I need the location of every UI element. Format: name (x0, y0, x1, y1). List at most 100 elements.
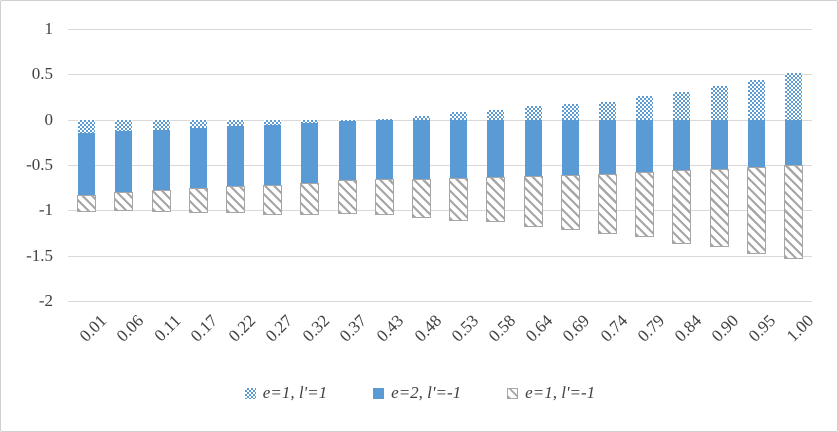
bar-segment-checker (78, 119, 96, 134)
bar-segment-hatch (449, 177, 469, 222)
x-tick-label: 1.00 (782, 311, 817, 346)
legend-label: e=1, l'=1 (262, 383, 328, 402)
x-tick-label: 0.90 (707, 311, 743, 346)
x-tick-label: 0.22 (224, 311, 259, 346)
legend-swatch-hatch-icon (507, 387, 519, 399)
bar-segment-solid (598, 119, 616, 175)
x-tick-label: 0.64 (521, 311, 557, 346)
bar-segment-solid (636, 119, 654, 174)
y-tick-label: 0 (44, 109, 54, 129)
bar-segment-hatch (300, 183, 320, 215)
x-tick-label: 0.58 (484, 311, 520, 346)
bar-segment-hatch (77, 194, 97, 213)
bar-segment-checker (152, 119, 170, 130)
bar-segment-checker (189, 119, 207, 128)
gridline (68, 74, 812, 76)
bar-segment-hatch (560, 174, 580, 231)
x-tick-label: 0.37 (335, 311, 371, 346)
bar-segment-checker (561, 104, 579, 120)
legend-item: e=2, l'=-1 (373, 383, 461, 403)
bar-segment-solid (115, 131, 133, 194)
legend: e=1, l'=1 e=2, l'=-1 e=1, l'=-1 (1, 380, 837, 406)
x-tick-label: 0.74 (596, 311, 631, 346)
bar-segment-hatch (411, 178, 431, 218)
bar-segment-hatch (783, 164, 803, 260)
bar-segment-checker (226, 119, 244, 126)
bar-segment-checker (264, 119, 282, 126)
bar-segment-solid (524, 119, 542, 177)
x-tick-label: 0.32 (298, 311, 334, 346)
bar-segment-checker (524, 106, 542, 120)
legend-item: e=1, l'=1 (244, 383, 328, 403)
bar-segment-checker (450, 112, 468, 120)
bar-segment-checker (598, 101, 616, 120)
bar-segment-checker (338, 119, 356, 122)
x-axis: 0.01 0.06 0.11 0.17 0.22 0.27 0.32 0.37 0.43 0.48… (1, 301, 837, 373)
y-tick-label: -1 (38, 200, 53, 220)
gridline (68, 29, 812, 30)
bar-segment-solid (189, 127, 207, 190)
y-tick-label: -0.5 (26, 155, 53, 174)
bar-segment-hatch (746, 166, 766, 254)
bar-segment-solid (375, 119, 393, 180)
bar-segment-solid (673, 119, 691, 172)
bar-segment-solid (338, 121, 356, 182)
bar-segment-solid (487, 119, 505, 178)
legend-label: e=2, l'=-1 (391, 383, 462, 402)
bar-segment-hatch (597, 173, 617, 234)
x-tick-label: 0.01 (75, 311, 111, 346)
legend-swatch-solid-icon (373, 387, 385, 399)
gridline (68, 255, 812, 257)
bar-segment-checker (412, 116, 430, 120)
legend-item: e=1, l'=-1 (507, 383, 595, 403)
x-tick-label: 0.11 (150, 311, 185, 346)
bar-segment-solid (264, 125, 282, 186)
bar-segment-hatch (263, 184, 283, 215)
bar-segment-hatch (672, 170, 692, 244)
gridline (68, 119, 812, 121)
x-tick-label: 0.69 (559, 311, 594, 346)
bar-segment-hatch (523, 175, 543, 227)
legend-swatch-checker-icon (244, 387, 256, 399)
bar-segment-checker (636, 96, 654, 120)
bar-segment-solid (412, 119, 430, 180)
y-tick-label: 0.5 (31, 64, 53, 84)
bar-segment-solid (784, 119, 802, 166)
x-tick-label: 0.84 (670, 311, 706, 346)
bar-segment-hatch (188, 188, 208, 214)
bar-segment-solid (450, 119, 468, 179)
x-tick-label: 0.53 (447, 311, 483, 346)
plot-area (68, 29, 812, 302)
bar-segment-solid (710, 119, 728, 171)
legend-label: e=1, l'=-1 (525, 383, 596, 402)
bar-segment-hatch (151, 190, 171, 213)
bar-segment-solid (152, 129, 170, 192)
bar-segment-solid (301, 123, 319, 185)
bar-segment-checker (784, 73, 802, 120)
y-tick-label: -1.5 (26, 245, 53, 265)
y-axis: 1 0.5 0 -0.5 -1 -1.5 -2 (1, 20, 54, 310)
bar-segment-solid (226, 126, 244, 187)
bar-segment-hatch (114, 192, 134, 212)
y-tick-label: -2 (38, 291, 53, 310)
x-tick-label: 0.27 (261, 311, 297, 346)
bar-segment-hatch (486, 176, 506, 223)
x-tick-label: 0.43 (373, 311, 408, 346)
bar-segment-checker (673, 91, 691, 120)
x-tick-label: 0.48 (410, 311, 445, 346)
x-tick-label: 0.79 (633, 311, 669, 346)
bar-segment-checker (747, 79, 765, 120)
bar-segment-hatch (635, 172, 655, 237)
bar-segment-hatch (374, 178, 394, 215)
x-tick-label: 0.95 (745, 311, 780, 346)
bar-segment-checker (115, 119, 133, 132)
bar-segment-checker (301, 119, 319, 124)
bar-segment-hatch (225, 185, 245, 214)
gridline (68, 301, 812, 302)
x-tick-label: 0.06 (112, 311, 148, 346)
bar-segment-solid (78, 133, 96, 196)
bar-segment-checker (487, 109, 505, 120)
x-tick-label: 0.17 (187, 311, 222, 346)
bar-segment-solid (747, 119, 765, 168)
